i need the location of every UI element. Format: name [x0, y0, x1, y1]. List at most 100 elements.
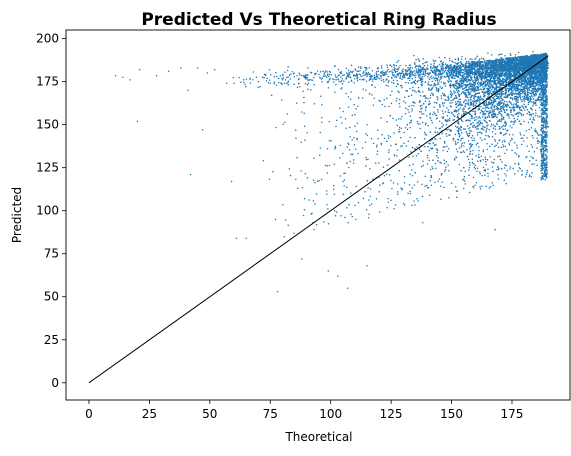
- data-point: [464, 105, 466, 107]
- data-point: [468, 119, 470, 122]
- data-point: [432, 93, 434, 95]
- data-point: [515, 58, 518, 61]
- data-point: [425, 106, 427, 108]
- data-point: [466, 155, 469, 158]
- data-point: [484, 94, 486, 96]
- data-point: [431, 77, 433, 80]
- data-point: [389, 114, 391, 117]
- data-point: [493, 98, 496, 101]
- data-point: [486, 127, 488, 129]
- data-point: [532, 98, 535, 100]
- data-point: [463, 87, 466, 89]
- data-point: [474, 81, 477, 84]
- data-point: [488, 73, 490, 75]
- data-point: [424, 133, 426, 135]
- data-point: [458, 108, 460, 110]
- data-point: [522, 91, 524, 94]
- data-point: [486, 82, 489, 85]
- data-point: [435, 114, 437, 117]
- data-point: [431, 92, 433, 94]
- data-point: [505, 132, 507, 135]
- data-point: [448, 128, 450, 130]
- data-point: [475, 89, 478, 91]
- data-point: [523, 95, 526, 98]
- data-point: [433, 111, 435, 113]
- data-point: [483, 169, 485, 172]
- data-point: [459, 78, 462, 80]
- data-point: [532, 86, 535, 88]
- data-point: [517, 85, 520, 87]
- data-point: [489, 80, 492, 82]
- data-point: [502, 124, 505, 127]
- data-point: [531, 108, 533, 111]
- data-point: [437, 88, 440, 90]
- data-point: [453, 110, 455, 113]
- data-point: [473, 124, 476, 127]
- data-point: [493, 81, 495, 84]
- data-point: [490, 62, 493, 64]
- data-point: [503, 78, 505, 80]
- data-point: [389, 94, 392, 96]
- data-point: [477, 124, 479, 127]
- data-point: [535, 75, 538, 78]
- data-point: [411, 110, 413, 112]
- data-point: [470, 130, 473, 132]
- data-point: [469, 82, 471, 85]
- data-point: [472, 84, 475, 86]
- data-point: [488, 136, 490, 138]
- data-point: [488, 112, 490, 115]
- data-point: [455, 148, 458, 151]
- data-point: [467, 101, 470, 104]
- data-point: [499, 108, 502, 111]
- data-point: [459, 127, 461, 129]
- data-point: [496, 116, 498, 119]
- data-point: [518, 81, 520, 84]
- data-point: [538, 94, 541, 96]
- data-point: [508, 134, 511, 136]
- data-point: [487, 135, 489, 137]
- data-point: [509, 77, 511, 80]
- data-point: [506, 114, 508, 116]
- data-point: [448, 117, 451, 120]
- data-point: [504, 125, 506, 127]
- data-point: [486, 125, 488, 127]
- data-point: [426, 163, 429, 165]
- data-point: [453, 92, 455, 94]
- data-point: [540, 91, 542, 93]
- data-point: [532, 93, 535, 96]
- data-point: [531, 105, 534, 107]
- data-point: [445, 123, 448, 126]
- data-point: [503, 121, 506, 124]
- data-point: [503, 102, 505, 105]
- data-point: [392, 117, 394, 120]
- data-point: [484, 158, 487, 161]
- data-point: [500, 89, 503, 92]
- data-point: [455, 89, 458, 91]
- data-point: [455, 94, 457, 97]
- data-point: [534, 78, 536, 81]
- data-point: [414, 136, 416, 139]
- data-point: [520, 98, 522, 101]
- data-point: [464, 91, 467, 94]
- data-point: [480, 81, 482, 83]
- data-point: [457, 117, 460, 120]
- data-point: [496, 105, 498, 108]
- data-point: [534, 90, 537, 93]
- data-point: [483, 91, 486, 94]
- data-point: [413, 101, 415, 103]
- data-point: [482, 91, 484, 93]
- data-point: [531, 85, 533, 87]
- data-point: [528, 86, 531, 89]
- data-point: [467, 75, 470, 78]
- data-point: [396, 79, 398, 82]
- data-point: [387, 137, 390, 140]
- data-point: [492, 100, 495, 102]
- data-point: [497, 114, 499, 116]
- data-point: [524, 84, 526, 86]
- data-point: [500, 131, 502, 134]
- data-point: [434, 181, 436, 184]
- data-point: [524, 57, 526, 60]
- data-point: [422, 102, 425, 105]
- data-point: [453, 115, 456, 118]
- data-point: [503, 109, 506, 112]
